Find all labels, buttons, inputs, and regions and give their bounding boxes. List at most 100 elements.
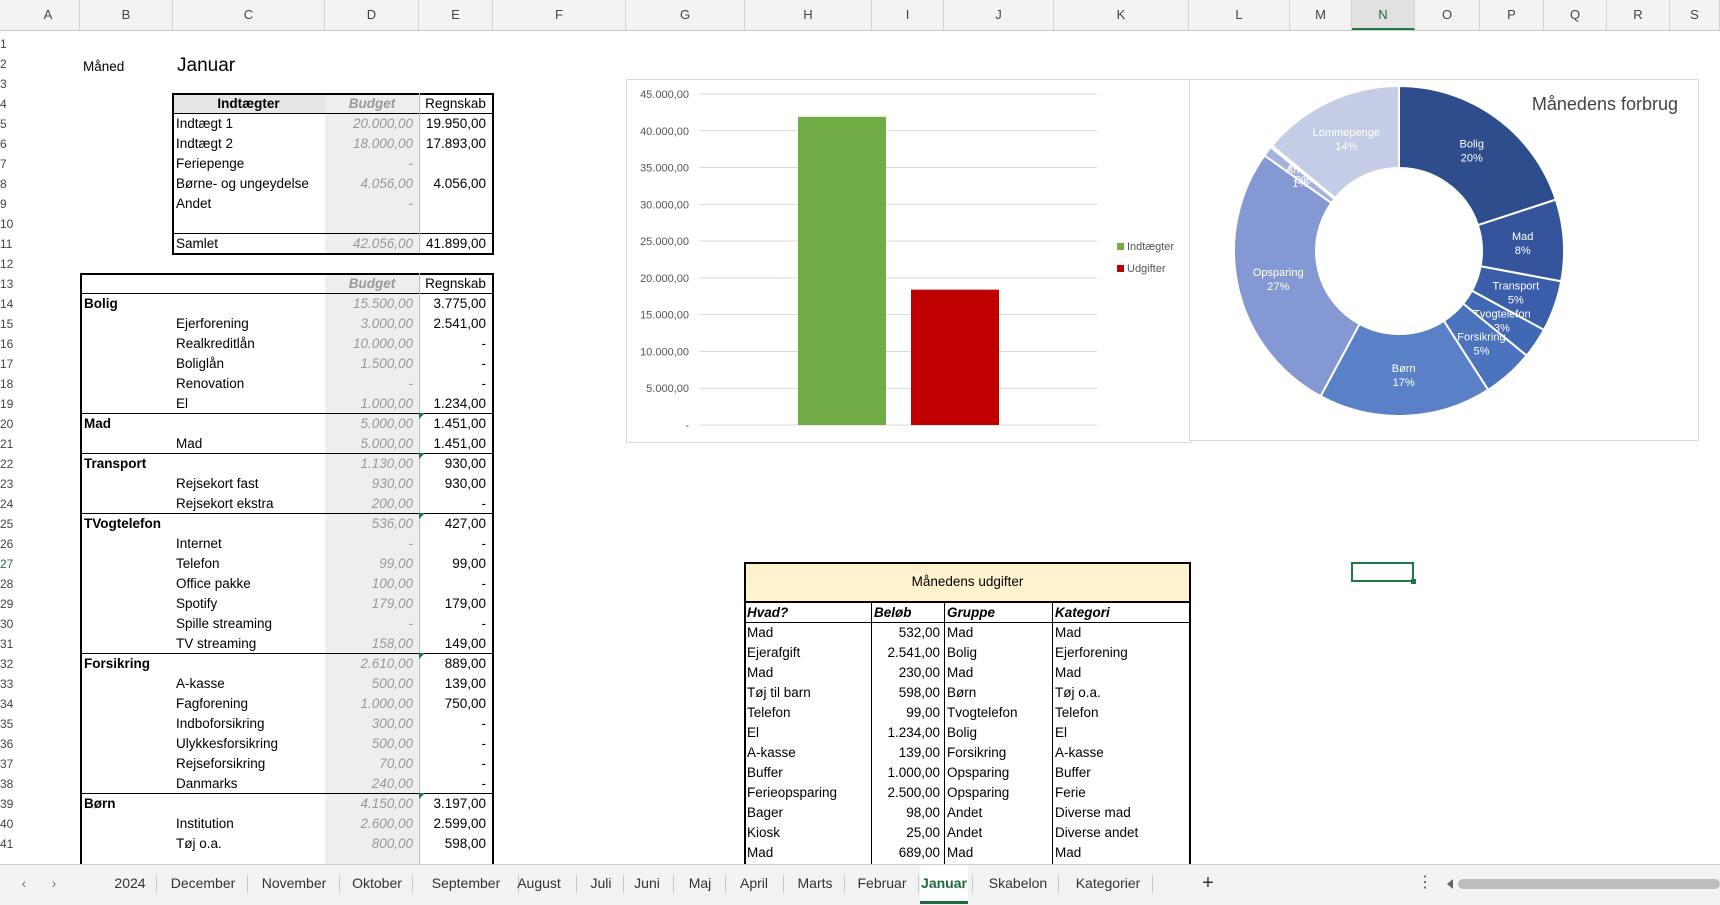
column-header-l[interactable]: L [1189, 0, 1290, 30]
expense-log-cell[interactable]: 1.234,00 [887, 725, 940, 740]
expense-log-cell[interactable]: Tvogtelefon [947, 705, 1018, 720]
expense-actual[interactable]: - [481, 576, 487, 591]
expense-item-name[interactable]: Realkreditlån [176, 336, 255, 351]
expense-budget[interactable]: 5.000,00 [360, 436, 413, 451]
sheet-tab-skabelon[interactable]: Skabelon [988, 875, 1048, 891]
row-header[interactable]: 31 [0, 637, 14, 651]
expense-actual[interactable]: - [481, 756, 487, 771]
row-header[interactable]: 37 [0, 757, 14, 771]
expense-item-name[interactable]: TV streaming [176, 636, 257, 651]
row-header[interactable]: 29 [0, 597, 14, 611]
row-header[interactable]: 26 [0, 537, 14, 551]
expense-budget[interactable]: 240,00 [371, 776, 413, 791]
expense-log-cell[interactable]: Andet [947, 805, 983, 820]
row-header[interactable]: 40 [0, 817, 14, 831]
expense-group-name[interactable]: Forsikring [84, 656, 151, 671]
sheet-tab-maj[interactable]: Maj [688, 875, 712, 891]
expense-log-cell[interactable]: 2.500,00 [887, 785, 940, 800]
income-name[interactable]: Børne- og ungeydelse [176, 176, 309, 191]
income-budget[interactable]: 20.000,00 [352, 116, 413, 131]
expense-budget[interactable]: 500,00 [371, 736, 413, 751]
expense-actual[interactable]: - [481, 376, 487, 391]
expense-actual[interactable]: 750,00 [444, 696, 486, 711]
expense-actual[interactable]: 3.197,00 [433, 796, 486, 811]
selected-cell[interactable] [1351, 562, 1414, 582]
sheet-tab-november[interactable]: November [261, 875, 327, 891]
expense-actual[interactable]: 598,00 [444, 836, 486, 851]
income-actual[interactable]: 19.950,00 [425, 116, 486, 131]
expense-log-cell[interactable]: Kiosk [747, 825, 781, 840]
expense-budget[interactable]: 1.130,00 [360, 456, 413, 471]
column-header-q[interactable]: Q [1544, 0, 1607, 30]
row-header[interactable]: 25 [0, 517, 14, 531]
expense-budget[interactable]: 100,00 [371, 576, 413, 591]
income-budget[interactable]: - [408, 196, 414, 211]
row-header[interactable]: 9 [0, 197, 7, 211]
expense-item-name[interactable]: Rejsekort ekstra [176, 496, 274, 511]
row-header[interactable]: 7 [0, 157, 7, 171]
expense-log-cell[interactable]: A-kasse [747, 745, 796, 760]
options-icon[interactable]: ⋮ [1417, 874, 1433, 891]
column-header-a[interactable]: A [17, 0, 80, 30]
expense-log-cell[interactable]: Buffer [1055, 765, 1091, 780]
expense-log-cell[interactable]: 99,00 [906, 705, 940, 720]
month-value[interactable]: Januar [177, 55, 236, 76]
expense-actual[interactable]: 99,00 [452, 556, 486, 571]
expense-log-cell[interactable]: Tøj til barn [747, 685, 811, 700]
row-header[interactable]: 24 [0, 497, 14, 511]
row-header[interactable]: 30 [0, 617, 14, 631]
expense-log-cell[interactable]: Andet [947, 825, 983, 840]
sheet-tab-marts[interactable]: Marts [797, 875, 833, 891]
expense-budget[interactable]: 1.000,00 [360, 396, 413, 411]
row-header[interactable]: 19 [0, 397, 14, 411]
expense-budget[interactable]: 10.000,00 [352, 336, 413, 351]
income-name[interactable]: Andet [176, 196, 212, 211]
expense-group-name[interactable]: Børn [84, 796, 116, 811]
column-header-h[interactable]: H [745, 0, 872, 30]
row-header[interactable]: 21 [0, 437, 14, 451]
expense-actual[interactable]: - [481, 616, 487, 631]
row-header[interactable]: 6 [0, 137, 7, 151]
expense-budget[interactable]: - [408, 376, 414, 391]
expense-actual[interactable]: - [481, 716, 487, 731]
sheet-tab-juli[interactable]: Juli [590, 875, 612, 891]
prev-sheet-icon[interactable]: ‹ [21, 875, 27, 891]
expense-budget[interactable]: 3.000,00 [360, 316, 413, 331]
next-sheet-icon[interactable]: › [51, 875, 57, 891]
row-header[interactable]: 18 [0, 377, 14, 391]
income-name[interactable]: Indtægt 2 [176, 136, 234, 151]
expense-log-cell[interactable]: Mad [747, 845, 774, 860]
expense-item-name[interactable]: Rejseforsikring [176, 756, 266, 771]
sheet-tab-december[interactable]: December [170, 875, 236, 891]
expense-log-cell[interactable]: Diverse andet [1055, 825, 1139, 840]
expense-log-cell[interactable]: 2.541,00 [887, 645, 940, 660]
expense-budget[interactable]: 70,00 [379, 756, 413, 771]
row-header[interactable]: 1 [0, 37, 7, 51]
sheet-tab-juni[interactable]: Juni [634, 875, 660, 891]
expense-budget[interactable]: 800,00 [371, 836, 413, 851]
income-name[interactable]: Feriepenge [176, 156, 245, 171]
expense-budget[interactable]: 536,00 [371, 516, 413, 531]
expense-actual[interactable]: - [481, 536, 487, 551]
row-header[interactable]: 33 [0, 677, 14, 691]
row-header[interactable]: 17 [0, 357, 14, 371]
column-header-c[interactable]: C [173, 0, 325, 30]
expense-group-name[interactable]: Bolig [84, 296, 118, 311]
sheet-tab-april[interactable]: April [739, 875, 768, 891]
expense-log-cell[interactable]: Ejerforening [1055, 645, 1128, 660]
row-header[interactable]: 41 [0, 837, 14, 851]
row-header[interactable]: 16 [0, 337, 14, 351]
expense-log-cell[interactable]: Opsparing [947, 785, 1010, 800]
expense-actual[interactable]: 1.234,00 [433, 396, 486, 411]
expense-group-name[interactable]: Transport [84, 456, 147, 471]
row-header[interactable]: 2 [0, 57, 7, 71]
expense-actual[interactable]: 930,00 [444, 456, 486, 471]
column-header-s[interactable]: S [1670, 0, 1720, 30]
expense-log-cell[interactable]: Børn [947, 685, 977, 700]
expense-log-cell[interactable]: Bolig [947, 645, 978, 660]
expense-budget[interactable]: 15.500,00 [352, 296, 413, 311]
expense-budget[interactable]: 200,00 [371, 496, 413, 511]
expense-actual[interactable]: - [481, 776, 487, 791]
row-header[interactable]: 15 [0, 317, 14, 331]
column-header-e[interactable]: E [419, 0, 493, 30]
